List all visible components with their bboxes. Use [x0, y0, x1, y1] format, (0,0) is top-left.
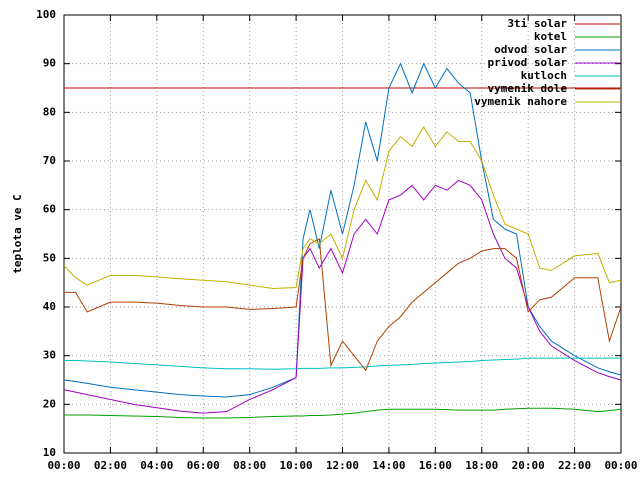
legend-label: vymenik dole	[488, 82, 568, 95]
x-tick-label: 16:00	[419, 459, 452, 472]
y-tick-label: 50	[43, 251, 56, 264]
y-tick-label: 20	[43, 397, 56, 410]
legend-label: kutloch	[521, 69, 567, 82]
legend-label: kotel	[534, 30, 567, 43]
plot-frame	[63, 14, 622, 454]
y-tick-label: 10	[43, 446, 56, 459]
x-tick-label: 04:00	[140, 459, 173, 472]
x-tick-label: 02:00	[94, 459, 127, 472]
series-line	[63, 125, 622, 290]
legend-label: odvod solar	[494, 43, 567, 56]
series-line	[63, 62, 622, 398]
x-tick-label: 00:00	[604, 459, 637, 472]
y-axis-label: teplota ve C	[11, 194, 24, 273]
x-tick-label: 10:00	[280, 459, 313, 472]
series-line	[64, 407, 622, 419]
x-tick-label: 12:00	[326, 459, 359, 472]
y-tick-label: 70	[43, 154, 56, 167]
y-tick-label: 30	[43, 349, 56, 362]
x-tick-label: 00:00	[47, 459, 80, 472]
y-tick-label: 40	[43, 300, 56, 313]
legend-label: 3ti solar	[507, 17, 567, 30]
x-tick-label: 14:00	[372, 459, 405, 472]
series-line	[64, 238, 622, 372]
y-tick-label: 90	[43, 57, 56, 70]
legend-label: privod solar	[488, 56, 568, 69]
x-tick-label: 22:00	[558, 459, 591, 472]
x-tick-label: 08:00	[233, 459, 266, 472]
series-line	[64, 357, 621, 370]
y-tick-label: 80	[43, 105, 56, 118]
y-tick-label: 100	[36, 8, 56, 21]
x-tick-label: 18:00	[465, 459, 498, 472]
y-tick-label: 60	[43, 203, 56, 216]
x-tick-label: 06:00	[187, 459, 220, 472]
x-tick-label: 20:00	[512, 459, 545, 472]
legend-label: vymenik nahore	[474, 95, 567, 108]
